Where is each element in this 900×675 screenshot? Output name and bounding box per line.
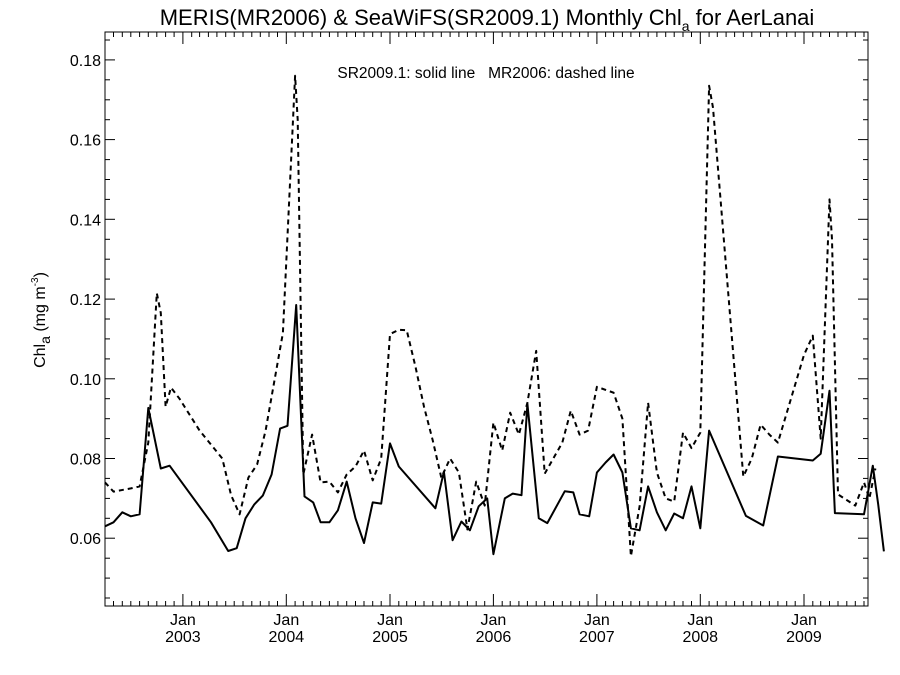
x-tick-month-label: Jan bbox=[584, 612, 610, 629]
y-axis-label: Chla (mg m-3) bbox=[30, 272, 53, 368]
x-tick-year-label: 2008 bbox=[682, 629, 718, 646]
x-tick-year-label: 2004 bbox=[269, 629, 305, 646]
x-tick-year-label: 2009 bbox=[786, 629, 822, 646]
series-mr2006 bbox=[104, 74, 877, 558]
chart-title-subscript: a bbox=[682, 18, 690, 34]
x-tick-month-label: Jan bbox=[377, 612, 403, 629]
x-tick-year-label: 2005 bbox=[372, 629, 408, 646]
y-tick-label: 0.12 bbox=[70, 292, 101, 309]
y-tick-label: 0.08 bbox=[70, 452, 101, 469]
y-axis-label-superscript: -3 bbox=[30, 277, 41, 286]
y-tick-label: 0.14 bbox=[70, 212, 101, 229]
chart-title-main: MERIS(MR2006) & SeaWiFS(SR2009.1) Monthl… bbox=[160, 5, 682, 30]
x-tick-month-label: Jan bbox=[170, 612, 196, 629]
y-axis-label-units: (mg m bbox=[32, 286, 49, 336]
x-tick-month-label: Jan bbox=[273, 612, 299, 629]
x-tick-year-label: 2003 bbox=[165, 629, 201, 646]
series-annotation: SR2009.1: solid line MR2006: dashed line bbox=[337, 65, 634, 82]
x-tick-month-label: Jan bbox=[791, 612, 817, 629]
x-axis: Jan2003Jan2004Jan2005Jan2006Jan2007Jan20… bbox=[104, 32, 865, 646]
x-tick-month-label: Jan bbox=[481, 612, 507, 629]
x-tick-year-label: 2006 bbox=[476, 629, 512, 646]
x-tick-month-label: Jan bbox=[687, 612, 713, 629]
chart-title: MERIS(MR2006) & SeaWiFS(SR2009.1) Monthl… bbox=[160, 5, 815, 34]
y-tick-label: 0.06 bbox=[70, 531, 101, 548]
y-tick-label: 0.18 bbox=[70, 53, 101, 70]
y-tick-label: 0.10 bbox=[70, 372, 101, 389]
y-axis-label-units-close: ) bbox=[32, 272, 49, 277]
x-tick-year-label: 2007 bbox=[579, 629, 615, 646]
series-group bbox=[104, 74, 885, 558]
series-sr2009-1 bbox=[104, 304, 885, 556]
y-axis-label-main: Chl bbox=[32, 344, 49, 368]
chart-title-suffix: for AerLanai bbox=[690, 5, 815, 30]
y-axis: 0.06 0.08 0.10 0.12 0.14 0.16 0.18 bbox=[70, 39, 868, 599]
y-tick-label: 0.16 bbox=[70, 133, 101, 150]
y-axis-label-subscript: a bbox=[37, 336, 53, 344]
